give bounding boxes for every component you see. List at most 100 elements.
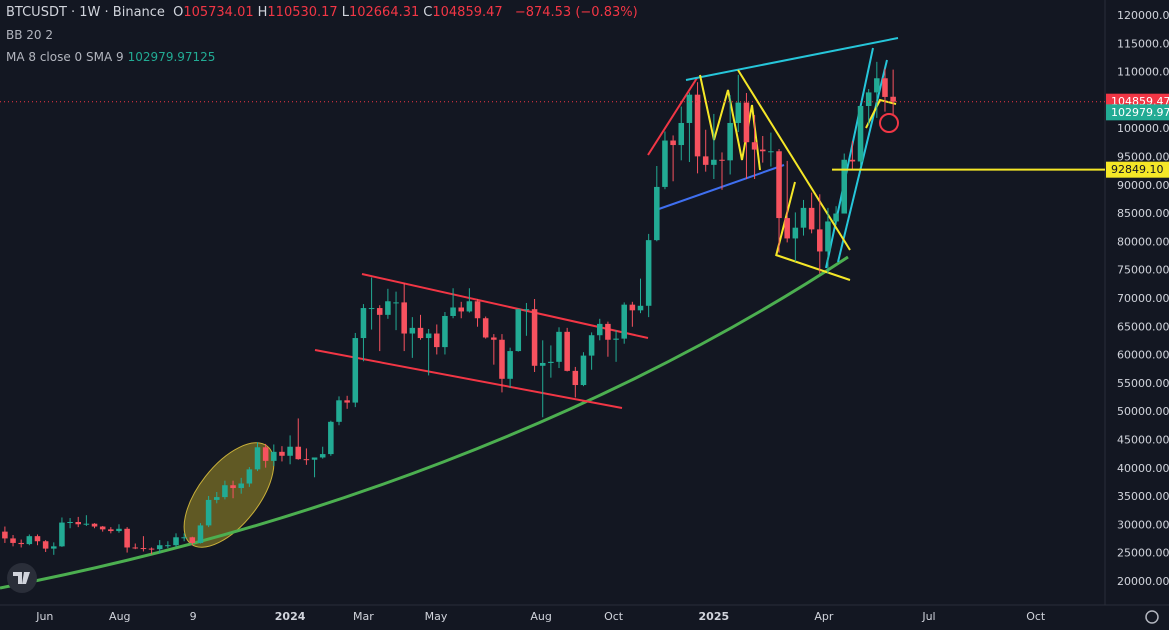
candle-body [279, 451, 285, 456]
y-tick-label: 75000.00 [1117, 264, 1169, 277]
channel-line [314, 349, 623, 409]
y-tick-label: 90000.00 [1117, 179, 1169, 192]
candle-body [271, 451, 277, 461]
candle-body [719, 159, 725, 161]
drawings [0, 37, 899, 590]
indicator-name: MA 8 close 0 SMA 9 [6, 50, 124, 64]
trend-line [775, 254, 851, 281]
candle-body [833, 213, 839, 222]
x-tick-label: Oct [604, 610, 624, 623]
candle-body [572, 370, 579, 386]
candle-body [165, 545, 171, 547]
candle-body [59, 522, 65, 547]
candle-body [491, 337, 497, 340]
candle-body [735, 102, 742, 123]
price-label: 102979.97125 [1111, 106, 1169, 119]
field-value: 102664.31 [348, 5, 420, 20]
x-tick-label: 2024 [275, 610, 306, 623]
candle-body [857, 105, 864, 162]
candle-body [140, 548, 147, 550]
y-tick-label: 30000.00 [1117, 518, 1169, 531]
candle-body [148, 548, 155, 550]
candle-body [890, 96, 896, 102]
y-tick-label: 100000.00 [1117, 122, 1169, 135]
candle-body [189, 537, 196, 543]
candle-body [42, 541, 49, 549]
candle-body [564, 331, 570, 371]
candle-body [711, 159, 717, 165]
indicator[interactable]: MA 8 close 0 SMA 9 102979.97125 [6, 50, 215, 64]
candle-body [401, 302, 407, 334]
candle-body [393, 302, 399, 304]
header: BTCUSDT · 1W · Binance O105734.01 H110530… [6, 5, 642, 20]
candle-body [751, 142, 758, 150]
candle-body [686, 94, 693, 123]
candle-body [368, 308, 375, 310]
candle-body [776, 151, 782, 219]
marker-circle [879, 113, 899, 133]
candle-body [360, 308, 367, 339]
highlight-ellipse [183, 442, 275, 548]
trend-line [737, 69, 851, 251]
x-tick-label: 2025 [699, 610, 730, 623]
candle-body [759, 149, 766, 152]
y-tick-label: 65000.00 [1117, 320, 1169, 333]
trend-line [647, 77, 698, 156]
candle-body [181, 537, 187, 539]
price-label-bg [1106, 161, 1169, 178]
price-label-bg [1106, 104, 1169, 121]
candle-body [303, 459, 310, 461]
candle-body [580, 355, 587, 386]
candle-body [26, 536, 33, 545]
candle-body [605, 323, 611, 340]
candle-body [409, 327, 416, 334]
candle-body [10, 538, 16, 543]
x-tick-label: Aug [530, 610, 551, 623]
candle-body [116, 528, 122, 532]
change: −874.53 (−0.83%) [514, 5, 638, 20]
field-key: C [423, 5, 433, 20]
candle-body [376, 308, 383, 315]
x-tick-label: Jul [921, 610, 935, 623]
candle-body [173, 537, 179, 546]
field-key: L [341, 5, 349, 20]
candle-body [882, 78, 888, 97]
trend-line [685, 37, 899, 81]
candle-body [336, 400, 342, 422]
field-key: O [173, 5, 184, 20]
plot [0, 61, 1105, 555]
candle-body [556, 331, 562, 362]
y-tick-label: 55000.00 [1117, 377, 1169, 390]
candle-body [743, 102, 750, 143]
candle-body [515, 309, 522, 352]
candle-body [51, 546, 57, 549]
candle-body [841, 159, 848, 214]
candle-body [108, 529, 114, 532]
logo-mark [13, 572, 30, 584]
candle-body [132, 547, 139, 549]
y-tick-label: 60000.00 [1117, 349, 1169, 362]
indicator-name: BB 20 2 [6, 28, 53, 42]
x-tick-label: Oct [1026, 610, 1046, 623]
candle-body [548, 361, 554, 363]
candle-body [352, 338, 359, 403]
candle-body [808, 207, 815, 230]
settings-icon[interactable] [1145, 610, 1159, 624]
candle-body [825, 221, 831, 252]
candle-body [768, 151, 774, 153]
candle-body [213, 497, 220, 500]
symbol: BTCUSDT · 1W · Binance [6, 5, 165, 20]
candle-body [67, 522, 73, 524]
candle-body [588, 335, 595, 356]
x-tick-label: Aug [109, 610, 130, 623]
candle-body [262, 447, 269, 461]
candle-body [254, 447, 261, 470]
pattern-line [865, 98, 897, 129]
support-curve [0, 255, 849, 590]
y-tick-label: 70000.00 [1117, 292, 1169, 305]
candle-body [596, 323, 603, 336]
candle-body [222, 485, 228, 498]
indicator[interactable]: BB 20 2 [6, 28, 53, 42]
